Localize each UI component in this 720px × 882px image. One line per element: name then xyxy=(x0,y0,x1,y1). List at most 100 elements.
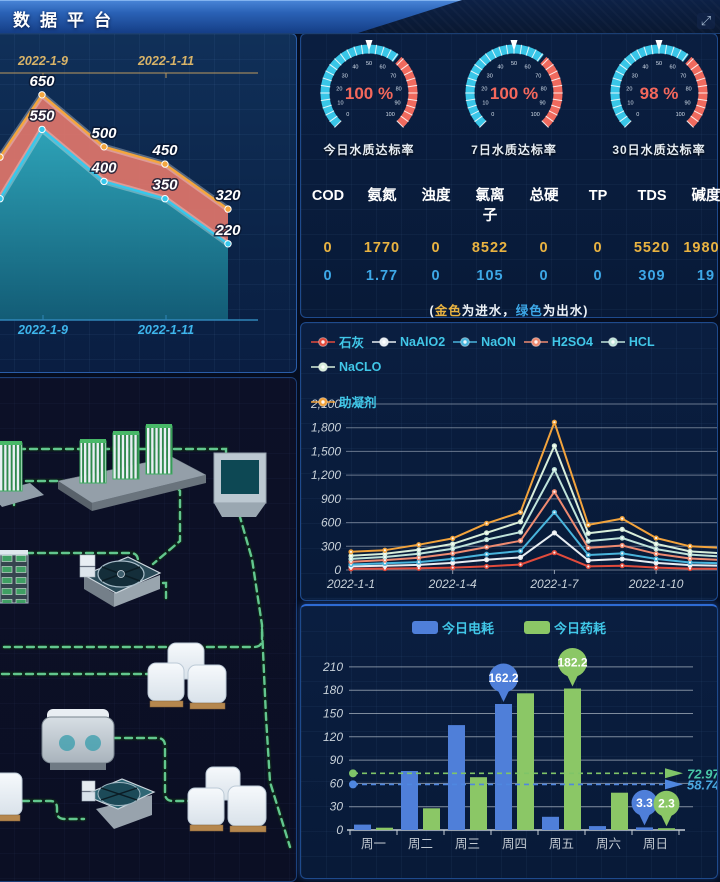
svg-text:400: 400 xyxy=(90,159,117,176)
balloon-value-label: 3.3 xyxy=(636,796,653,810)
facility-3d-panel xyxy=(0,377,297,882)
table-inflow-cell: 1770 xyxy=(363,240,401,256)
consumption-bar-chart: 0 30 60 90 120 150 180 210 周一 周二 周三 周四 周五 周六 周日 72.9758… xyxy=(322,647,717,851)
table-inflow-cell: 0 xyxy=(431,240,441,256)
svg-text:180: 180 xyxy=(323,683,343,697)
storage-tank xyxy=(213,452,267,517)
legend-marker-icon xyxy=(600,336,625,347)
svg-text:周四: 周四 xyxy=(502,837,527,851)
svg-text:2022-1-1: 2022-1-1 xyxy=(326,577,375,591)
water-quality-panel: 0 10 20 30 40 50 60 70 80 90 100 100 % 今日水质达标率 0 10 20 3… xyxy=(300,33,720,319)
legend-item-NaAlO2[interactable]: NaAlO2 xyxy=(372,335,445,349)
svg-text:周三: 周三 xyxy=(455,837,480,851)
table-note: (金色为进水，绿色为出水) xyxy=(301,300,717,319)
svg-text:600: 600 xyxy=(321,516,341,530)
svg-text:70: 70 xyxy=(680,73,686,79)
legend-marker-icon xyxy=(523,336,548,347)
svg-text:0: 0 xyxy=(491,112,494,118)
svg-text:40: 40 xyxy=(497,64,503,70)
gauge-dial: 010 20 30 40 50 60 70 80 90 100 98 % xyxy=(610,40,708,128)
legend-swatch-icon xyxy=(411,621,438,634)
gauge-label: 今日水质达标率 xyxy=(323,143,415,157)
membrane-skid-left xyxy=(0,441,44,507)
svg-text:50: 50 xyxy=(656,61,662,67)
table-header-cell: 氯离子 xyxy=(475,188,505,225)
svg-text:1,500: 1,500 xyxy=(311,444,341,458)
table-outflow-cell: 105 xyxy=(476,268,504,284)
legend-item-NaON[interactable]: NaON xyxy=(453,335,516,349)
legend-item-HCL[interactable]: HCL xyxy=(600,335,655,349)
svg-text:2022-1-10: 2022-1-10 xyxy=(628,577,684,591)
dosing-cabinet xyxy=(0,550,29,604)
note-gold-word: 金色 xyxy=(434,304,462,318)
svg-text:900: 900 xyxy=(321,492,341,506)
svg-text:20: 20 xyxy=(481,86,487,92)
table-inflow-cell: 0 xyxy=(593,240,603,256)
svg-text:300: 300 xyxy=(321,539,341,553)
table-header-cell: TP xyxy=(588,188,608,204)
svg-text:60: 60 xyxy=(525,64,531,70)
gauge: 0 10 20 30 40 50 60 70 80 90 100 100 % 7日水质达标率 xyxy=(454,36,574,158)
balloon-value-label: 2.3 xyxy=(658,797,675,811)
svg-text:120: 120 xyxy=(323,730,343,744)
svg-text:2022-1-11: 2022-1-11 xyxy=(137,54,194,68)
svg-text:30: 30 xyxy=(330,800,344,814)
legend-item-NaCLO[interactable]: NaCLO xyxy=(311,360,381,374)
sludge-machine xyxy=(41,709,115,770)
svg-text:0: 0 xyxy=(636,112,639,118)
table-header-cell: COD xyxy=(311,188,345,204)
gauge-value: 100 % xyxy=(345,84,393,103)
svg-text:30: 30 xyxy=(487,73,493,79)
svg-text:100: 100 xyxy=(531,112,540,118)
svg-text:220: 220 xyxy=(214,222,241,239)
gauge-label: 30日水质达标率 xyxy=(612,143,706,157)
dosing-chart-panel: 石灰 NaAlO2 NaON H2SO4 HCL NaCLO 助凝剂 0 300 600 900 1… xyxy=(300,322,718,601)
svg-text:周一: 周一 xyxy=(361,837,386,851)
header-banner: 数据平台 xyxy=(0,0,462,33)
balloon-value-label: 162.2 xyxy=(488,671,518,685)
table-outflow-cell: 0 xyxy=(323,268,333,284)
intake-area-chart: 2022-1-9 2022-1-11 650 500 450 320 550 400 350 22… xyxy=(0,54,258,337)
legend-swatch-icon xyxy=(524,621,550,634)
svg-text:10: 10 xyxy=(337,100,343,106)
svg-text:2022-1-9: 2022-1-9 xyxy=(17,54,68,68)
legend-item-H2SO4[interactable]: H2SO4 xyxy=(523,335,593,349)
gauge: 0 10 20 30 40 50 60 70 80 90 100 100 % 今日水质达标率 xyxy=(309,36,429,158)
svg-text:100: 100 xyxy=(386,112,395,118)
svg-text:100: 100 xyxy=(676,112,685,118)
svg-text:50: 50 xyxy=(511,61,517,67)
bag-stack xyxy=(0,772,23,822)
gauge-dial: 010 20 30 40 50 60 70 80 90 100 100 % xyxy=(320,40,418,128)
consumption-chart-panel: 今日电耗 今日药耗 0 30 60 90 120 150 180 210 周一 周二 周三 周四 周五 周六… xyxy=(300,604,718,879)
table-header-cell: 总硬 xyxy=(529,188,559,204)
note-green-word: 绿色 xyxy=(515,304,543,318)
svg-text:80: 80 xyxy=(396,86,402,92)
gauge-value: 98 % xyxy=(640,84,679,103)
svg-text:350: 350 xyxy=(152,177,178,194)
gauge-label: 7日水质达标率 xyxy=(471,143,557,157)
app-header: 数据平台 ⤢ xyxy=(0,0,720,34)
table-inflow-cell: 0 xyxy=(539,240,549,256)
svg-text:150: 150 xyxy=(323,706,343,720)
avg-line-label: 58.74 xyxy=(687,777,717,792)
resize-icon[interactable]: ⤢ xyxy=(697,13,715,29)
svg-text:40: 40 xyxy=(642,64,648,70)
svg-text:30: 30 xyxy=(342,73,348,79)
svg-text:450: 450 xyxy=(151,142,178,159)
legend-item-石灰[interactable]: 石灰 xyxy=(311,332,364,351)
legend-item-助凝剂[interactable]: 助凝剂 xyxy=(311,392,377,411)
svg-text:0: 0 xyxy=(334,563,341,577)
svg-text:2022-1-9: 2022-1-9 xyxy=(17,323,68,337)
bag-stack xyxy=(187,766,267,833)
svg-text:60: 60 xyxy=(330,776,344,790)
table-outflow-cell: 19 xyxy=(696,268,716,284)
svg-text:周日: 周日 xyxy=(643,837,668,851)
clarifier-tank-2 xyxy=(81,778,156,829)
table-header-cell: TDS xyxy=(637,188,667,204)
balloon-value-label: 182.2 xyxy=(557,655,587,669)
legend-item-今日电耗[interactable]: 今日电耗 xyxy=(411,618,494,637)
legend-item-今日药耗[interactable]: 今日药耗 xyxy=(524,618,606,637)
svg-text:90: 90 xyxy=(330,753,344,767)
